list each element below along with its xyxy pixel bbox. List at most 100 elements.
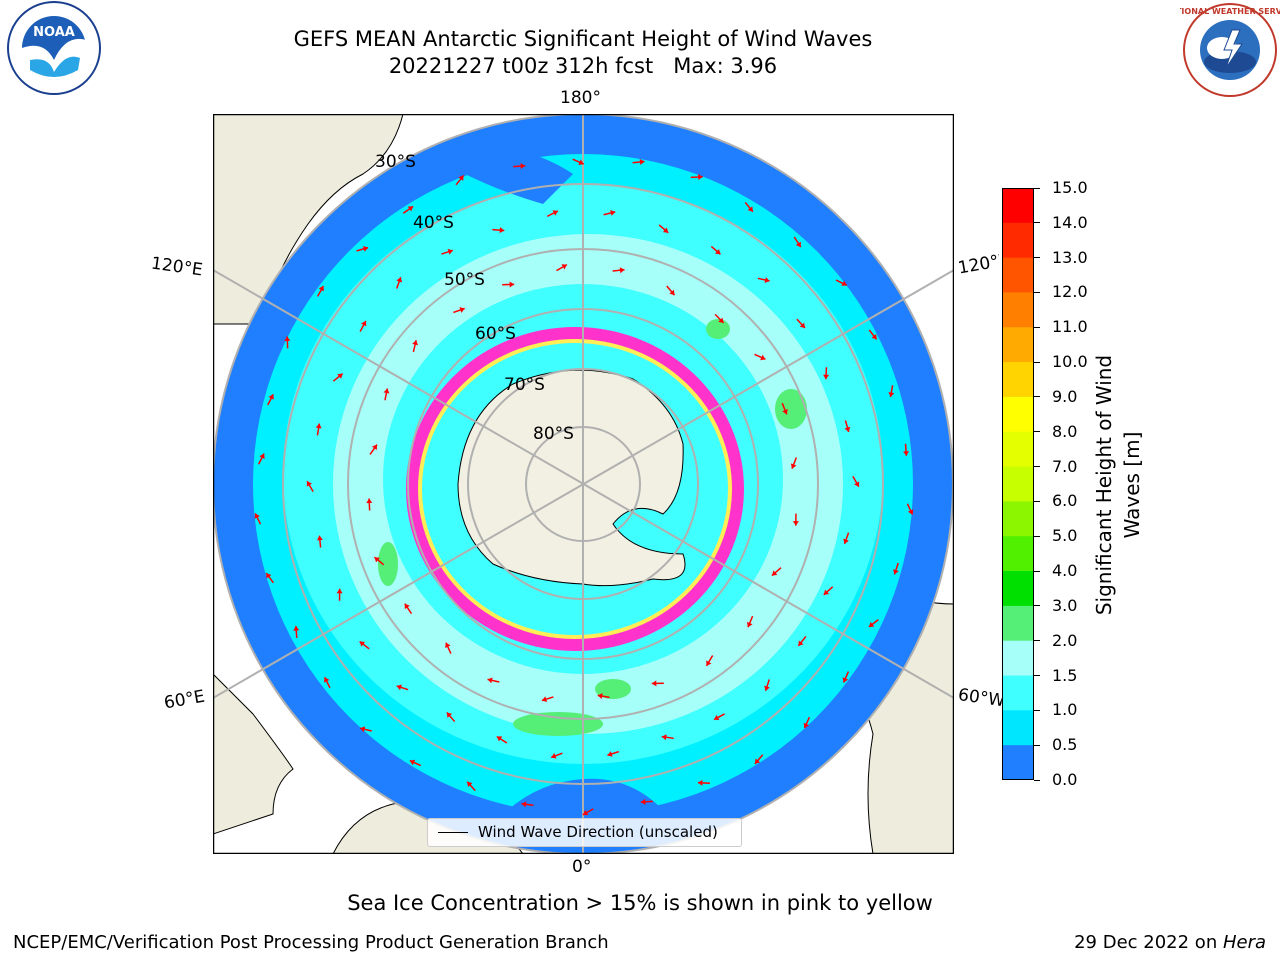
colorbar-tick — [1034, 709, 1040, 711]
lon-label-180: 180° — [560, 88, 601, 108]
colorbar-tick — [1034, 361, 1040, 363]
colorbar-swatch — [1002, 640, 1034, 677]
wave-direction-arrowhead — [396, 277, 403, 283]
wave-direction-arrowhead — [266, 573, 272, 579]
colorbar-tick-label: 12.0 — [1052, 282, 1088, 302]
wave-direction-arrowhead — [903, 451, 910, 456]
legend-line-icon — [438, 832, 468, 833]
wave-direction-arrowhead — [521, 801, 527, 808]
wave-height-colorbar — [1002, 188, 1034, 780]
colorbar-tick — [1034, 640, 1040, 642]
wave-direction-arrowhead — [893, 569, 899, 575]
colorbar-tick — [1034, 500, 1040, 502]
colorbar-swatch — [1002, 362, 1034, 398]
colorbar-tick-label: 0.5 — [1052, 735, 1078, 755]
wave-direction-arrowhead — [284, 336, 291, 342]
lon-label-120w: 120°W — [956, 251, 1002, 279]
wave-direction-arrowhead — [771, 570, 778, 576]
wave-direction-arrowhead — [366, 498, 373, 504]
wave-direction-arrowhead — [823, 374, 830, 380]
colorbar-tick-label: 3.0 — [1052, 595, 1078, 615]
colorbar-tick — [1034, 222, 1040, 224]
lat-label-60s: 60°S — [475, 324, 516, 344]
colorbar-tick-label: 4.0 — [1052, 561, 1078, 581]
wave-direction-arrowhead — [639, 158, 645, 165]
antarctic-wave-map — [213, 114, 954, 854]
wave-direction-arrowhead — [661, 734, 667, 741]
wave-direction-arrowhead — [259, 453, 265, 459]
wave-direction-arrowhead — [315, 423, 322, 429]
colorbar-tick-label: 6.0 — [1052, 491, 1078, 511]
wave-direction-arrowhead — [715, 249, 721, 255]
colorbar-tick-label: 15.0 — [1052, 178, 1088, 197]
wave-direction-arrowhead — [888, 392, 895, 398]
wave-direction-arrowhead — [760, 354, 766, 361]
colorbar-tick — [1034, 431, 1040, 433]
wind-wave-arrows — [254, 158, 914, 816]
wave-direction-arrowhead — [747, 206, 753, 212]
wave-direction-arrowhead — [610, 210, 616, 216]
sea-ice-caption: Sea Ice Concentration > 15% is shown in … — [347, 891, 933, 915]
wave-direction-arrowhead — [619, 267, 625, 274]
wave-direction-arrowhead — [662, 227, 669, 233]
colorbar-tick — [1034, 570, 1040, 572]
wave-direction-arrowhead — [409, 759, 416, 766]
colorbar-swatch — [1002, 501, 1034, 537]
wave-direction-arrowhead — [359, 641, 366, 647]
wave-direction-arrowhead — [718, 317, 724, 323]
wave-direction-arrowhead — [374, 557, 380, 563]
wave-direction-arrowhead — [337, 373, 343, 379]
svg-text:NOAA: NOAA — [33, 25, 75, 40]
footer-date: 29 Dec 2022 on Hera — [1074, 932, 1266, 953]
colorbar-tick — [1034, 326, 1040, 328]
lon-label-60w: 60°W — [956, 685, 1004, 711]
wave-direction-arrowhead — [458, 175, 464, 181]
lat-label-50s: 50°S — [444, 270, 485, 290]
colorbar-tick-label: 13.0 — [1052, 247, 1088, 267]
colorbar-tick-label: 9.0 — [1052, 386, 1078, 406]
wave-direction-arrowhead — [445, 642, 451, 649]
wave-direction-arrowhead — [607, 751, 613, 757]
wave-direction-arrowhead — [254, 513, 260, 519]
lon-label-60e: 60°E — [162, 686, 207, 714]
lat-label-40s: 40°S — [413, 213, 454, 233]
wave-direction-arrowhead — [336, 588, 343, 594]
wave-direction-arrowhead — [323, 677, 330, 683]
colorbar-tick-label: 10.0 — [1052, 352, 1088, 372]
wave-direction-arrowhead — [582, 809, 589, 816]
wave-direction-arrowhead — [795, 241, 801, 248]
wave-direction-arrowhead — [499, 227, 505, 234]
wave-direction-arrowhead — [790, 463, 797, 469]
colorbar-tick-label: 0.0 — [1052, 770, 1078, 789]
wave-direction-arrowhead — [316, 535, 323, 541]
longitude-graticule — [213, 114, 954, 854]
colorbar-swatch — [1002, 536, 1034, 572]
colorbar-tick-label: 1.5 — [1052, 665, 1078, 685]
colorbar-swatch — [1002, 466, 1034, 502]
wave-direction-arrowhead — [446, 712, 453, 718]
wave-direction-arrowhead — [803, 722, 810, 729]
wave-direction-arrowhead — [799, 322, 806, 328]
wave-direction-arrowhead — [447, 248, 453, 255]
wave-direction-arrowhead — [843, 538, 849, 544]
wave-direction-arrowhead — [396, 684, 402, 691]
colorbar-tick — [1034, 257, 1040, 259]
wave-direction-arrowhead — [640, 798, 646, 805]
map-legend: Wind Wave Direction (unscaled) — [427, 818, 742, 847]
wave-direction-arrowhead — [509, 281, 515, 288]
colorbar-swatch — [1002, 431, 1034, 468]
noaa-logo: NOAA — [7, 1, 101, 95]
wave-direction-arrowhead — [706, 660, 712, 666]
wave-direction-arrowhead — [651, 680, 657, 687]
wave-direction-arrowhead — [459, 307, 465, 313]
wave-direction-arrowhead — [561, 264, 567, 270]
colorbar-tick — [1034, 535, 1040, 537]
wave-direction-arrowhead — [844, 426, 851, 432]
wave-direction-arrowhead — [764, 277, 770, 283]
wave-direction-arrowhead — [907, 509, 914, 515]
lat-label-30s: 30°S — [375, 152, 416, 172]
wave-direction-arrowhead — [798, 640, 804, 646]
wave-direction-arrowhead — [578, 159, 584, 165]
colorbar-swatch — [1002, 222, 1034, 259]
colorbar-tick — [1034, 396, 1040, 398]
